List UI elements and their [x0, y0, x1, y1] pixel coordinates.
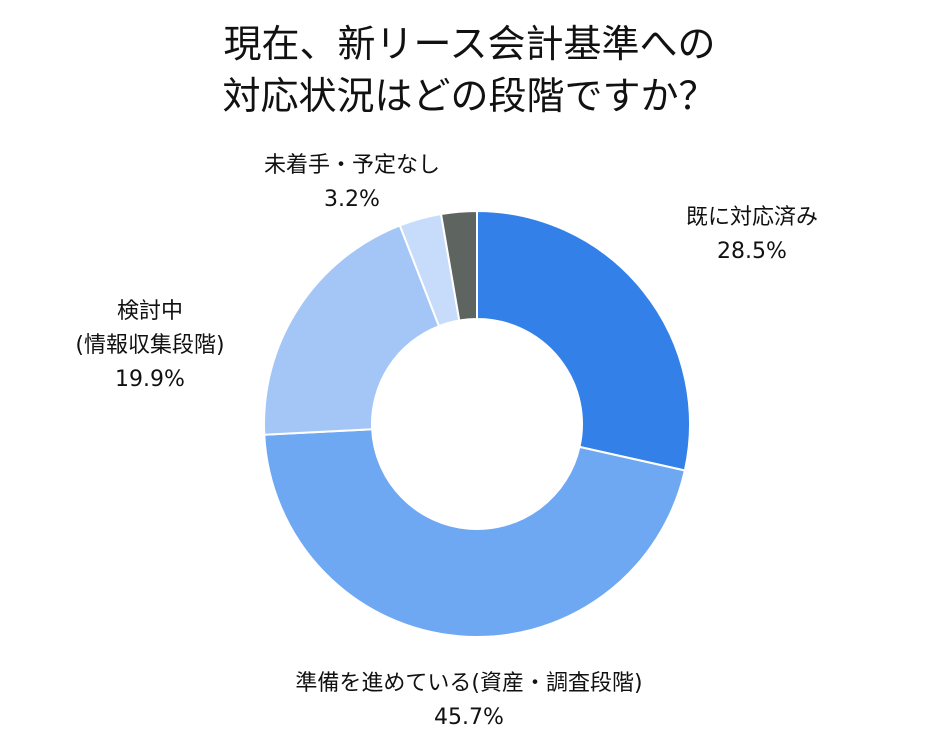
donut-slice-4	[439, 209, 478, 322]
donut-slice-1	[263, 428, 687, 638]
slice-value-label-2: 19.9%	[115, 367, 185, 392]
slice-name-label-1: 準備を進めている(資産・調査段階)	[295, 671, 642, 696]
donut-slices	[263, 209, 691, 638]
slice-name-label-2: 検討中	[117, 299, 183, 324]
slice-name-label-2: (情報収集段階)	[75, 333, 224, 358]
chart-title: 現在、新リース会計基準への 対応状況はどの段階ですか？	[0, 18, 939, 122]
chart-title-line-1: 現在、新リース会計基準への	[223, 22, 716, 66]
slice-labels: 既に対応済み 28.5% 準備を進めている(資産・調査段階) 45.7% 検討中 (情報収…	[75, 153, 818, 730]
donut-slice-0	[476, 209, 691, 472]
slice-value-label-0: 28.5%	[717, 239, 787, 264]
donut-slice-2	[263, 224, 441, 436]
slice-name-label-0: 既に対応済み	[686, 205, 818, 230]
slice-value-label-3: 3.2%	[324, 187, 380, 212]
chart-title-line-2: 対応状況はどの段階ですか？	[222, 74, 717, 118]
slice-value-label-1: 45.7%	[434, 705, 504, 730]
slice-name-label-3: 未着手・予定なし	[264, 153, 440, 178]
